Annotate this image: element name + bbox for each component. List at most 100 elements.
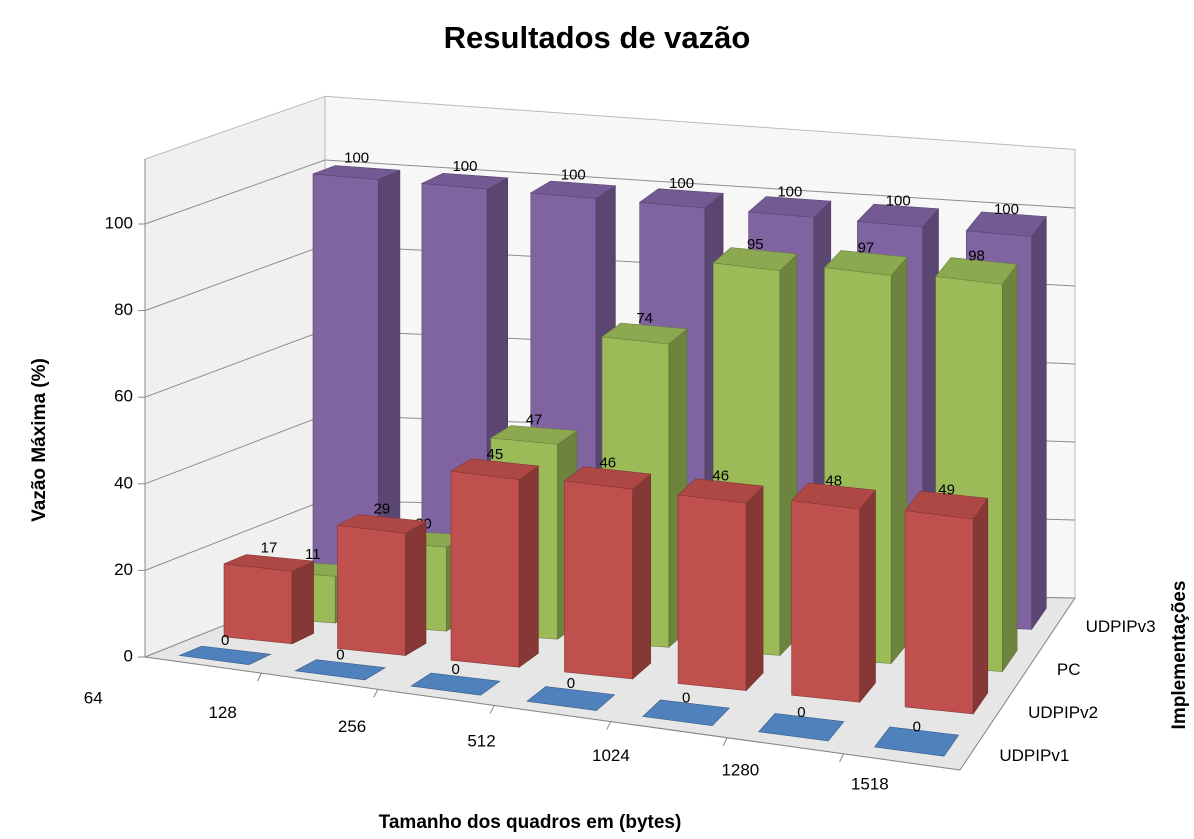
bar-top (450, 458, 540, 480)
value-label: 0 (221, 632, 229, 649)
x-tick (489, 705, 495, 714)
bar (526, 686, 616, 711)
bar-top (312, 165, 401, 180)
bar-top (223, 554, 315, 572)
bar-side (518, 465, 539, 668)
bar-top (336, 514, 427, 534)
bar-top (712, 247, 798, 271)
z-axis (959, 597, 1076, 771)
x-tick-label: 1518 (851, 775, 889, 794)
bar-front (337, 524, 406, 656)
value-label: 0 (336, 647, 344, 664)
bar-top (642, 699, 730, 727)
x-tick (839, 753, 845, 763)
chart-title: Resultados de vazão (444, 20, 751, 55)
value-label: 98 (968, 248, 985, 265)
bar (178, 645, 272, 666)
bar-front (791, 500, 861, 703)
bar-top (178, 645, 272, 666)
bar-top (935, 257, 1018, 285)
bar (450, 458, 540, 668)
bar-top (677, 478, 764, 504)
bar-side (291, 560, 314, 645)
bar-top (965, 211, 1047, 237)
bar-top (563, 466, 652, 490)
bar (790, 482, 877, 704)
value-label: 100 (886, 192, 911, 209)
bar-top (526, 686, 616, 711)
value-label: 0 (913, 718, 921, 735)
bar-front (677, 494, 747, 691)
value-label: 0 (567, 675, 575, 692)
x-tick-label: 64 (84, 689, 103, 708)
z-tick-label: UDPIPv3 (1086, 617, 1156, 636)
z-tick-label: PC (1057, 660, 1081, 679)
bar-top (294, 659, 387, 681)
y-tick-label: 0 (124, 646, 133, 665)
bar-side (859, 489, 876, 704)
value-label: 100 (994, 201, 1019, 218)
bar (223, 554, 315, 645)
y-tick-label: 40 (114, 473, 133, 492)
value-label: 48 (825, 473, 842, 490)
x-tick-label: 1024 (592, 746, 630, 765)
bar-top (638, 188, 724, 209)
bar-top (489, 425, 578, 445)
bar-front (450, 470, 520, 668)
value-label: 100 (777, 184, 802, 201)
bar-side (972, 497, 989, 715)
bar-front (564, 480, 634, 680)
value-label: 100 (344, 149, 369, 166)
bar (758, 713, 845, 742)
value-label: 11 (305, 546, 321, 563)
value-label: 0 (451, 661, 459, 678)
grid-line (144, 159, 1076, 225)
value-label: 49 (938, 482, 955, 499)
y-axis-title: Vazão Máxima (%) (29, 358, 50, 522)
x-tick (373, 689, 379, 698)
bar (677, 478, 764, 692)
value-label: 46 (599, 455, 616, 472)
value-label: 74 (636, 310, 653, 327)
value-label: 95 (747, 236, 764, 253)
x-axis (144, 656, 961, 771)
bar (294, 659, 387, 681)
bar-front (904, 510, 974, 715)
bar-side (632, 473, 652, 680)
bar (336, 514, 427, 657)
bar-side (1031, 215, 1047, 631)
value-label: 17 (261, 540, 278, 557)
x-tick (256, 672, 262, 682)
bar-top (823, 250, 908, 276)
bar (312, 165, 401, 603)
value-label: 97 (858, 240, 875, 257)
value-label: 100 (561, 166, 586, 183)
z-tick-label: UDPIPv2 (1028, 703, 1098, 722)
z-tick-label: UDPIPv1 (999, 746, 1069, 765)
value-label: 0 (797, 704, 805, 721)
bar-top (410, 672, 501, 696)
bar (563, 466, 652, 680)
bar-top (420, 172, 509, 190)
bar-side (890, 256, 908, 665)
y-tick-label: 20 (114, 560, 133, 579)
y-tick-label: 60 (114, 387, 133, 406)
x-tick (722, 737, 728, 746)
x-tick-label: 128 (208, 703, 236, 722)
bar (642, 699, 730, 727)
x-tick-label: 512 (467, 732, 495, 751)
x-tick (606, 721, 612, 730)
bar-top (529, 180, 617, 199)
y-tick-label: 80 (114, 300, 133, 319)
value-label: 46 (712, 468, 729, 485)
bar-top (747, 196, 832, 218)
value-label: 47 (526, 412, 543, 429)
bar (873, 726, 960, 757)
x-tick-label: 1280 (721, 760, 759, 779)
value-label: 100 (669, 175, 694, 192)
bar-top (873, 726, 960, 757)
bar-top (904, 490, 989, 520)
x-tick-label: 256 (338, 717, 366, 736)
x-axis-title: Tamanho dos quadros em (bytes) (379, 812, 682, 833)
